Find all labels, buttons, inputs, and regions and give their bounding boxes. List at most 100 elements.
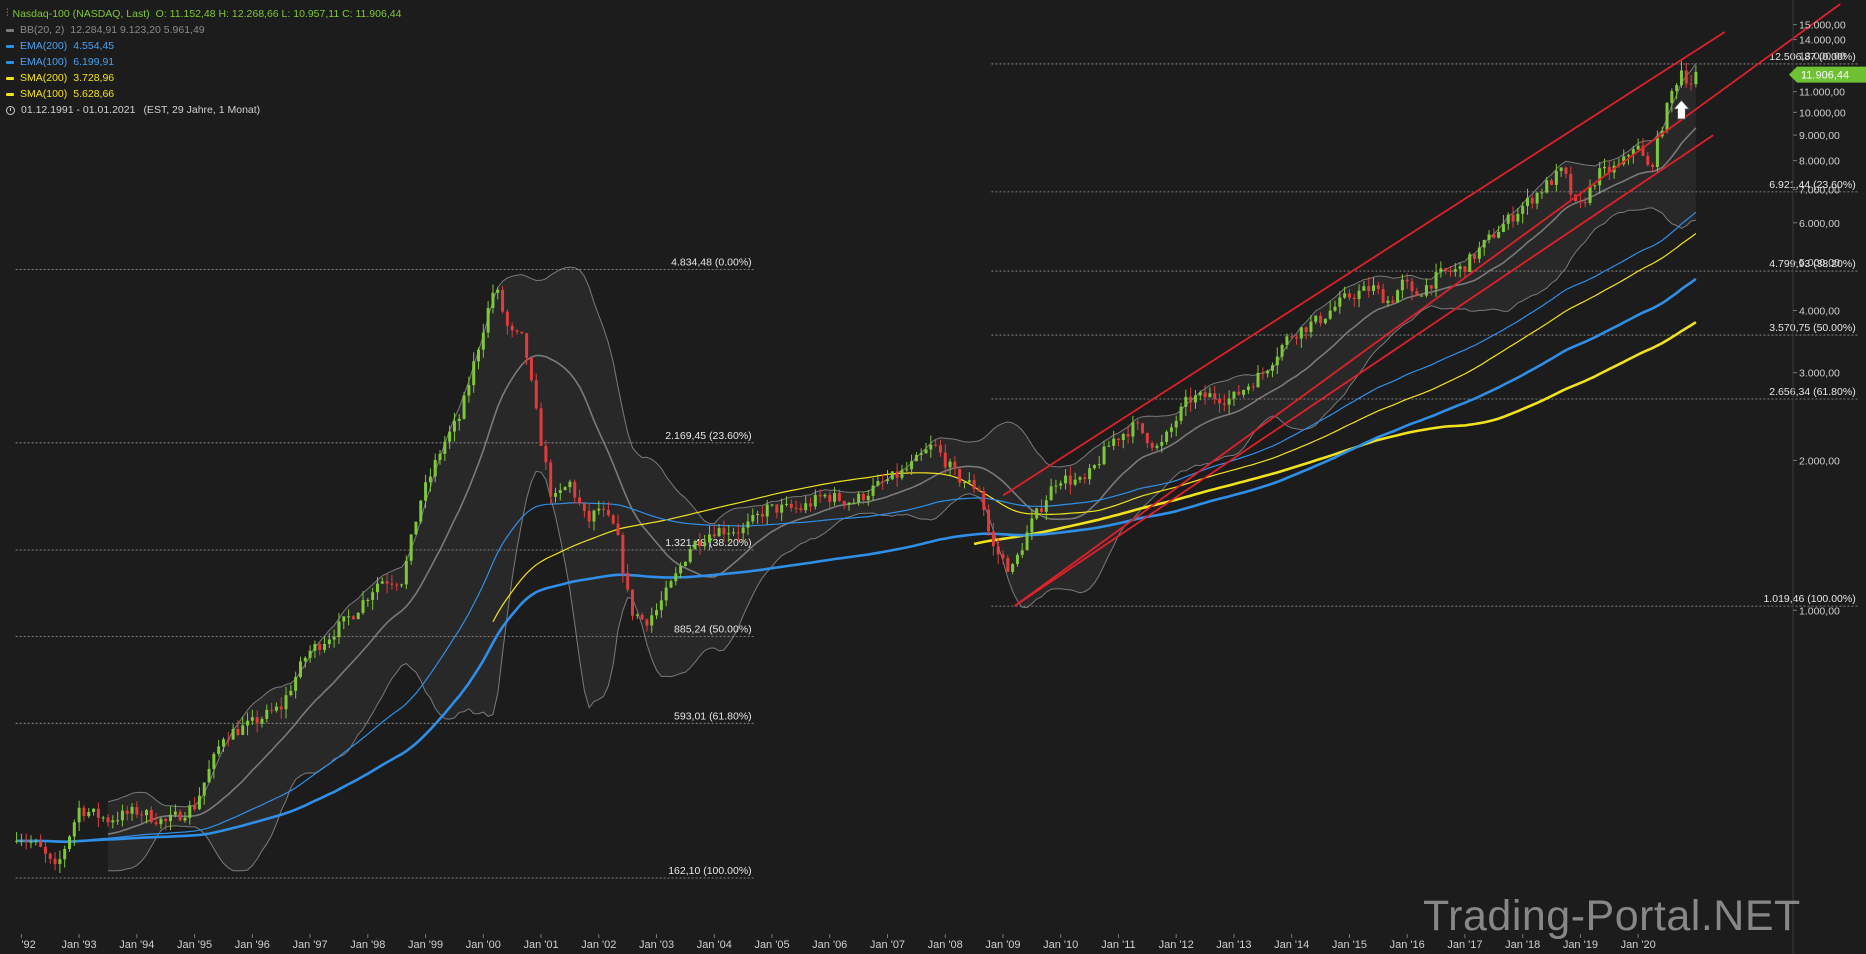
candle-body [1242,390,1246,395]
x-tick-label: Jan '99 [408,939,443,951]
candle-body [419,500,423,522]
candle-body [630,589,634,616]
candle-body [573,481,577,498]
indicator-label: EMA(100) [20,56,68,68]
candle-body [1429,285,1433,289]
candle-body [1097,464,1101,466]
candle-body [818,494,822,497]
instrument-name: Nasdaq-100 (NASDAQ, Last) [12,8,150,20]
candle-body [111,820,115,823]
candle-body [1525,197,1529,207]
candle-body [1347,293,1351,298]
x-tick-label: Jan '97 [293,939,328,951]
candle-body [337,621,341,638]
candle-body [861,493,865,501]
candle-body [977,488,981,492]
candle-body [905,469,909,471]
candle-body [390,583,394,585]
candle-body [481,332,485,350]
candle-body [1482,239,1486,248]
candle-body [207,768,211,783]
fib-level-label: 4.799,93 (38.20%) [1769,258,1855,270]
candle-body [943,452,947,468]
legend-indicator-row: EMA(200) 4.554,45 [6,38,401,54]
legend-indicator-row: SMA(100) 5.628,66 [6,86,401,102]
candle-body [1487,234,1491,240]
candle-body [1631,149,1635,156]
candle-body [1309,321,1313,333]
candle-body [1232,391,1236,399]
candle-body [1203,392,1207,398]
candle-body [366,599,370,601]
x-tick-label: Jan '08 [928,939,963,951]
y-tick-label: 11.000,00 [1799,87,1845,99]
candle-body [996,546,1000,555]
candle-body [197,795,201,810]
candle-body [1501,223,1505,232]
y-tick-label: 10.000,00 [1799,107,1846,119]
ohlc-values: O: 11.152,48 H: 12.268,66 L: 10.957,11 C… [155,8,402,20]
candle-body [1073,479,1077,485]
candle-body [356,612,360,620]
candle-body [886,479,890,482]
candle-body [491,292,495,308]
candle-body [1198,392,1202,396]
candle-body [707,534,711,543]
fib-level-label: 1.321,48 (38.20%) [665,537,751,549]
y-tick-label: 4.000,00 [1799,305,1840,317]
candle-body [1516,213,1520,222]
fib-level-label: 2.169,45 (23.60%) [665,430,751,442]
candle-body [1006,558,1010,572]
candle-body [1352,297,1356,300]
candle-body [1015,554,1019,565]
candle-body [1540,192,1544,194]
candle-body [15,840,19,842]
x-tick-label: Jan '14 [1274,939,1309,951]
last-price-badge: 11.906,44 [1789,66,1866,83]
candle-body [914,454,918,462]
candle-body [505,311,509,326]
candle-body [1684,70,1688,84]
last-price-label: 11.906,44 [1801,70,1849,82]
candle-body [924,449,928,454]
candle-body [1208,393,1212,398]
candle-body [1237,391,1241,395]
candle-body [1030,518,1034,533]
candle-body [1521,206,1525,214]
legend-instrument-row: ⫶ Nasdaq-100 (NASDAQ, Last) O: 11.152,48… [6,6,401,22]
candle-body [611,515,615,524]
bollinger-fill [108,63,1696,871]
y-tick-label: 15.000,00 [1799,20,1846,32]
candle-body [1059,483,1063,486]
candle-body [616,523,620,536]
candle-body [284,695,288,710]
candle-body [1193,395,1197,403]
candle-body [395,584,399,586]
candle-body [1473,254,1477,259]
y-tick-label: 7.000,00 [1799,184,1840,196]
trend-channel-upper [1002,31,1726,497]
indicator-values: 3.728,96 [73,72,115,84]
candle-body [929,444,933,450]
candle-body [1607,166,1611,173]
candle-body [674,573,678,582]
fib-level-label: 12.506,87 (0.00%) [1769,51,1855,63]
candle-body [549,462,553,497]
candle-body [1102,446,1106,465]
candle-body [188,805,192,818]
candle-body [385,581,389,584]
candle-body [351,616,355,620]
candle-body [895,471,899,478]
candle-body [736,532,740,534]
candle-body [1112,438,1116,446]
candle-body [226,739,230,741]
candle-body [1328,310,1332,319]
candle-body [19,840,23,842]
candle-body [1545,180,1549,193]
legend-indicator-row: BB(20, 2) 12.284,91 9.123,20 5.961,49 [6,22,401,38]
y-tick-label: 9.000,00 [1799,130,1840,142]
candle-body [1083,477,1087,480]
candle-body [563,487,567,491]
candle-body [1665,102,1669,131]
